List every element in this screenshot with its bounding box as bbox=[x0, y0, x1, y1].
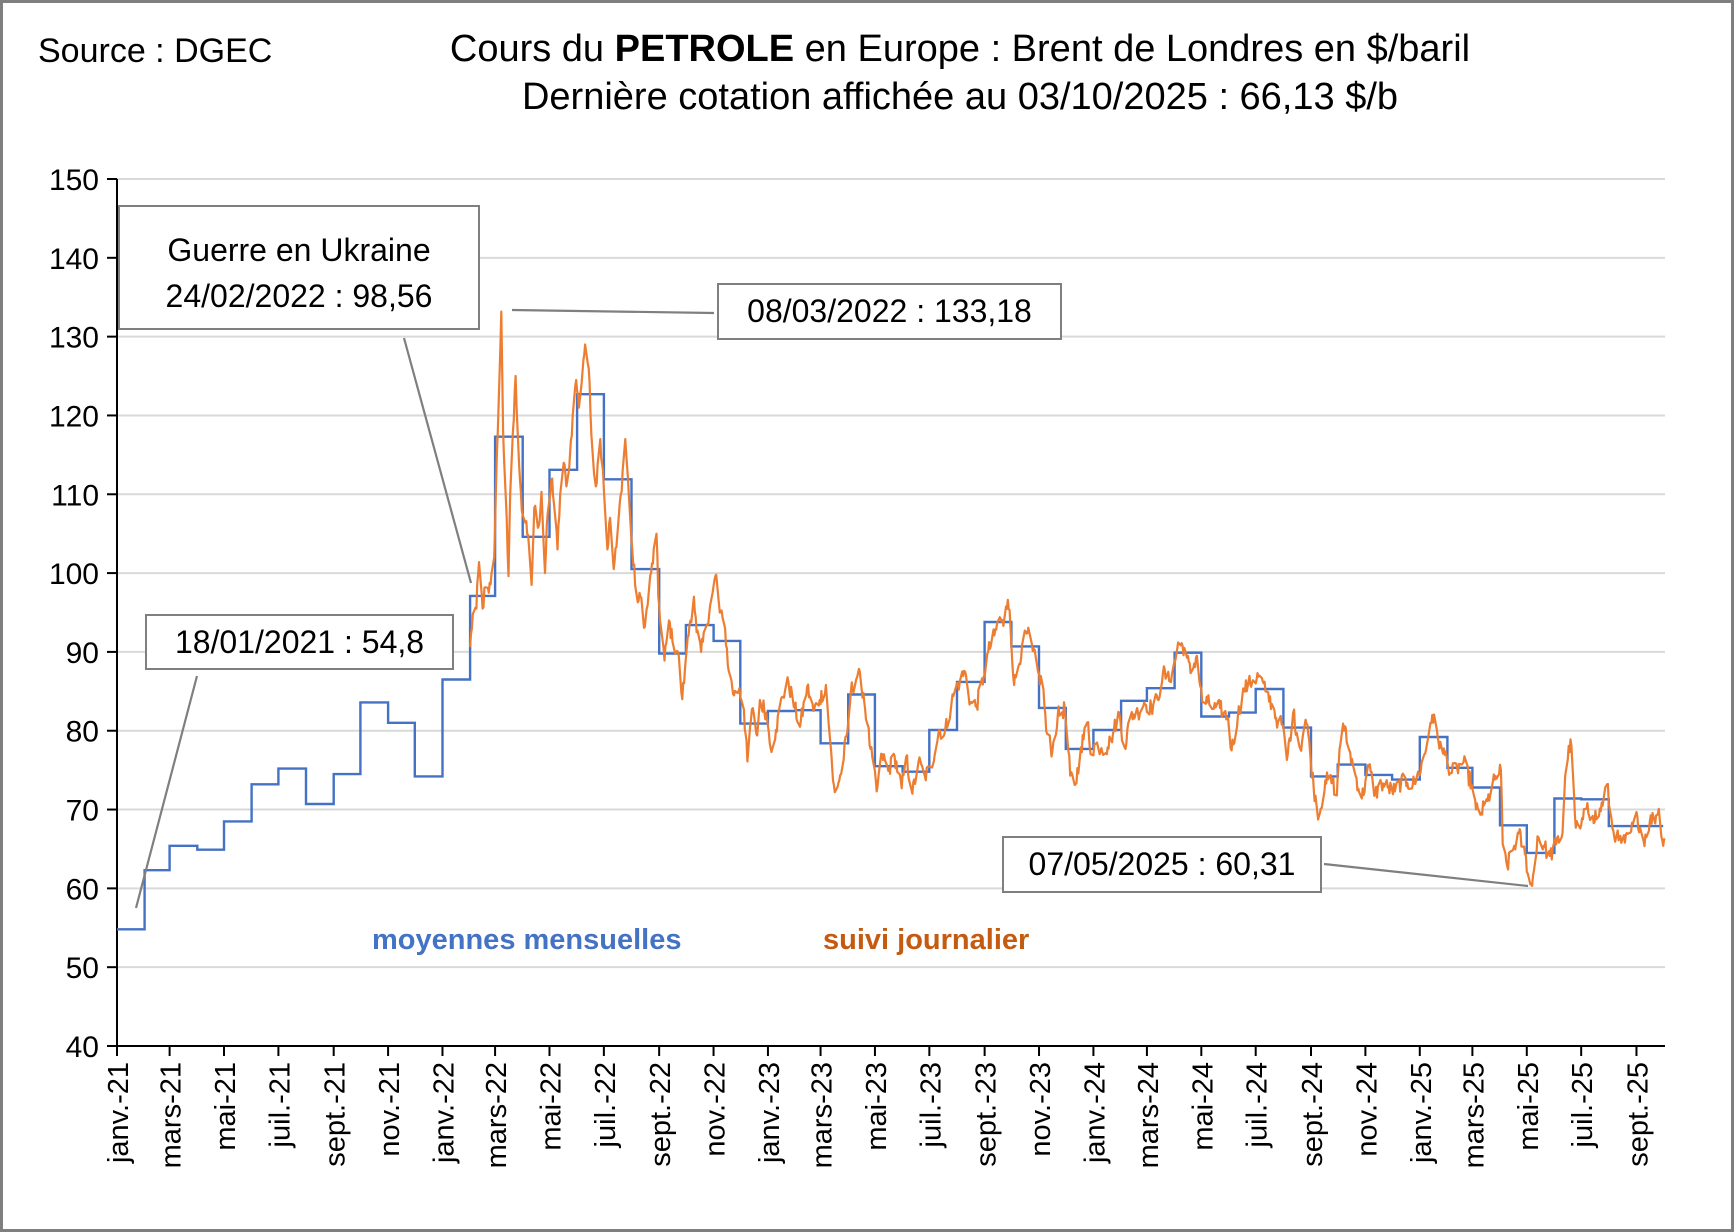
callout-may-2025: 07/05/2025 : 60,31 bbox=[1002, 836, 1322, 893]
y-tick-label-120: 120 bbox=[49, 400, 99, 433]
x-tick-label-16: sept.-23 bbox=[971, 1062, 1003, 1167]
leader-march-2022 bbox=[511, 308, 715, 315]
chart-title: Cours du PETROLE en Europe : Brent de Lo… bbox=[380, 25, 1540, 121]
series-daily-line bbox=[469, 310, 1666, 888]
y-tick-label-110: 110 bbox=[51, 479, 99, 512]
leader-january-2021 bbox=[134, 675, 199, 909]
y-tick-label-150: 150 bbox=[49, 164, 99, 197]
x-tick-label-27: juil.-25 bbox=[1567, 1062, 1599, 1148]
leader-ukraine bbox=[402, 337, 473, 584]
x-tick-label-18: janv.-24 bbox=[1079, 1062, 1111, 1164]
callout-ukraine-label: Guerre en Ukraine bbox=[167, 232, 431, 268]
legend-daily: suivi journalier bbox=[823, 924, 1030, 956]
x-tick-label-25: mars-25 bbox=[1458, 1062, 1490, 1168]
y-tick-label-130: 130 bbox=[49, 322, 99, 355]
x-tick-label-5: nov.-21 bbox=[374, 1062, 406, 1157]
x-tick-label-24: janv.-25 bbox=[1406, 1062, 1438, 1164]
x-tick-label-9: juil.-22 bbox=[590, 1062, 622, 1148]
x-tick-label-11: nov.-22 bbox=[700, 1062, 732, 1157]
x-tick-label-10: sept.-22 bbox=[645, 1062, 677, 1167]
x-tick-label-20: mai-24 bbox=[1187, 1062, 1219, 1151]
title-suffix: en Europe : Brent de Londres en $/baril bbox=[794, 28, 1471, 70]
x-tick-label-23: nov.-24 bbox=[1351, 1062, 1383, 1157]
x-tick-label-19: mars-24 bbox=[1133, 1062, 1165, 1168]
y-tick-label-80: 80 bbox=[66, 716, 99, 749]
x-tick-label-3: juil.-21 bbox=[264, 1062, 296, 1148]
y-tick-label-100: 100 bbox=[49, 558, 99, 591]
x-tick-label-22: sept.-24 bbox=[1297, 1062, 1329, 1167]
x-tick-label-15: juil.-23 bbox=[915, 1062, 947, 1148]
callout-january-2021: 18/01/2021 : 54,8 bbox=[145, 614, 454, 670]
x-tick-label-28: sept.-25 bbox=[1622, 1062, 1654, 1167]
x-tick-label-13: mars-23 bbox=[807, 1062, 839, 1168]
x-tick-label-6: janv.-22 bbox=[428, 1062, 460, 1164]
x-tick-label-26: mai-25 bbox=[1513, 1062, 1545, 1151]
title-line-1: Cours du PETROLE en Europe : Brent de Lo… bbox=[380, 25, 1540, 73]
x-tick-label-12: janv.-23 bbox=[754, 1062, 786, 1164]
x-tick-label-1: mars-21 bbox=[156, 1062, 188, 1168]
leader-may-2025 bbox=[1323, 862, 1529, 888]
x-tick-label-4: sept.-21 bbox=[320, 1062, 352, 1167]
callout-march-2022: 08/03/2022 : 133,18 bbox=[717, 283, 1062, 340]
y-tick-label-140: 140 bbox=[49, 243, 99, 276]
y-tick-label-50: 50 bbox=[66, 952, 99, 985]
callout-ukraine: Guerre en Ukraine 24/02/2022 : 98,56 bbox=[118, 205, 480, 330]
x-tick-label-8: mai-22 bbox=[535, 1062, 567, 1151]
chart-subtitle: Dernière cotation affichée au 03/10/2025… bbox=[521, 76, 1399, 118]
source-label: Source : DGEC bbox=[38, 32, 273, 70]
x-tick-label-14: mai-23 bbox=[861, 1062, 893, 1151]
legend-monthly: moyennes mensuelles bbox=[372, 924, 682, 956]
x-tick-label-21: juil.-24 bbox=[1242, 1062, 1274, 1148]
y-tick-label-40: 40 bbox=[66, 1031, 99, 1064]
title-bold-word: PETROLE bbox=[614, 28, 795, 70]
y-tick-label-70: 70 bbox=[66, 795, 99, 828]
y-tick-label-60: 60 bbox=[66, 873, 99, 906]
x-tick-label-17: nov.-23 bbox=[1025, 1062, 1057, 1157]
x-tick-label-2: mai-21 bbox=[210, 1062, 242, 1151]
x-tick-label-7: mars-22 bbox=[481, 1062, 513, 1168]
x-tick-label-0: janv.-21 bbox=[103, 1062, 135, 1164]
callout-ukraine-value: 24/02/2022 : 98,56 bbox=[165, 278, 433, 314]
title-prefix: Cours du bbox=[449, 28, 615, 70]
y-tick-label-90: 90 bbox=[66, 637, 99, 670]
